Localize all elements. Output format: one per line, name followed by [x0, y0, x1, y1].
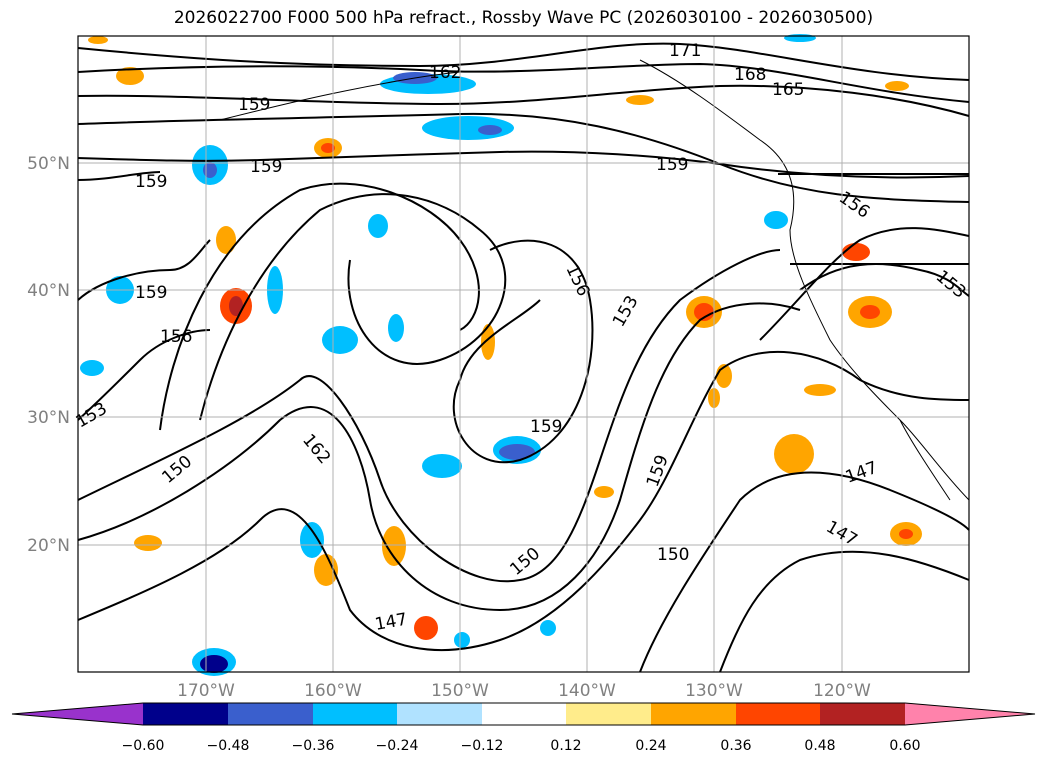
contour-label: 165	[772, 80, 804, 100]
colorbar-extend-left	[12, 703, 143, 725]
colorbar-segment	[736, 703, 820, 725]
colorbar-tick: −0.60	[122, 738, 165, 754]
anomaly-shading	[80, 34, 922, 676]
longitude-labels: 170°W 160°W 150°W 140°W 130°W 120°W	[177, 681, 871, 701]
contour-label: 162	[429, 63, 461, 83]
colorbar-tick: 0.48	[804, 738, 835, 754]
contour-label: 159	[530, 417, 562, 437]
contour-label: 159	[135, 172, 167, 192]
colorbar-segment	[820, 703, 905, 725]
lon-label: 160°W	[304, 681, 362, 701]
contour-label: 168	[734, 65, 766, 85]
colorbar-extend-right	[905, 703, 1035, 725]
colorbar-segment	[482, 703, 566, 725]
lon-label: 120°W	[813, 681, 871, 701]
lat-label: 40°N	[27, 281, 70, 301]
colorbar-tick: −0.12	[461, 738, 504, 754]
lat-label: 50°N	[27, 154, 70, 174]
colorbar-tick: −0.24	[376, 738, 419, 754]
colorbar-tick: 0.60	[889, 738, 920, 754]
contour-label: 159	[135, 283, 167, 303]
map-frame	[77, 35, 970, 673]
colorbar-segment	[228, 703, 313, 725]
contour-label: 156	[160, 327, 192, 347]
contour-label: 150	[657, 545, 689, 565]
lat-label: 30°N	[27, 408, 70, 428]
latitude-labels: 50°N 40°N 30°N 20°N	[27, 154, 70, 556]
colorbar-segment	[313, 703, 397, 725]
colorbar: −0.60 −0.48 −0.36 −0.24 −0.12 0.12 0.24 …	[11, 702, 1036, 754]
lon-label: 170°W	[177, 681, 235, 701]
lon-label: 150°W	[431, 681, 489, 701]
lat-label: 20°N	[27, 536, 70, 556]
lon-label: 130°W	[685, 681, 743, 701]
colorbar-segment	[397, 703, 482, 725]
colorbar-segment	[651, 703, 736, 725]
colorbar-segment	[143, 703, 228, 725]
coastlines	[219, 59, 970, 501]
contour-label: 159	[656, 155, 688, 175]
gridlines	[78, 36, 969, 672]
contour-label: 171	[669, 41, 701, 61]
contour-label: 159	[238, 95, 270, 115]
colorbar-segment	[566, 703, 651, 725]
colorbar-ticks: −0.60 −0.48 −0.36 −0.24 −0.12 0.12 0.24 …	[122, 738, 921, 754]
lon-label: 140°W	[558, 681, 616, 701]
colorbar-tick: −0.48	[207, 738, 250, 754]
map-panel: 171 168 165 162 159 159 159 159 159 156 …	[73, 34, 970, 676]
contour-label: 159	[250, 157, 282, 177]
colorbar-tick: 0.36	[720, 738, 751, 754]
colorbar-tick: −0.36	[292, 738, 335, 754]
map-title: 2026022700 F000 500 hPa refract., Rossby…	[173, 8, 874, 28]
colorbar-tick: 0.12	[550, 738, 581, 754]
colorbar-tick: 0.24	[635, 738, 666, 754]
